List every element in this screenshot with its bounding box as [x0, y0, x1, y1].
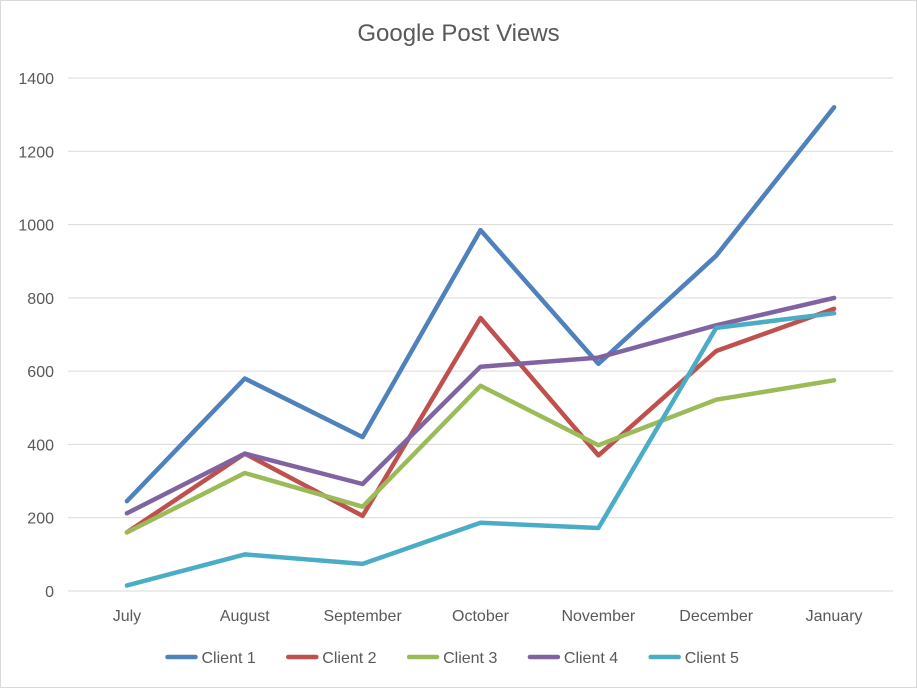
legend-label: Client 3: [443, 650, 497, 667]
y-tick-label: 800: [27, 291, 54, 308]
y-tick-label: 1000: [18, 218, 54, 235]
series-line-1: [124, 105, 837, 504]
chart-title: Google Post Views: [357, 20, 560, 47]
series-lines: [124, 105, 837, 588]
series-line-2: [124, 306, 837, 535]
series-line-4: [124, 295, 837, 516]
y-tick-label: 0: [45, 584, 54, 601]
y-tick-label: 1200: [18, 144, 54, 161]
gridlines: [68, 77, 893, 592]
x-tick-label: January: [806, 608, 863, 625]
y-tick-label: 400: [27, 437, 54, 454]
series-line-5: [124, 310, 837, 588]
x-tick-label: November: [561, 608, 635, 625]
legend-label: Client 1: [202, 650, 256, 667]
y-tick-label: 1400: [18, 71, 54, 88]
y-tick-label: 200: [27, 511, 54, 528]
series-line-3: [124, 378, 837, 535]
legend: Client 1 Client 2 Client 3 Client 4 Client 5: [165, 650, 739, 667]
x-axis-ticks: July August September October November Decemb…: [113, 608, 863, 625]
y-tick-label: 600: [27, 364, 54, 381]
x-tick-label: December: [679, 608, 753, 625]
x-tick-label: September: [324, 608, 403, 625]
legend-label: Client 2: [322, 650, 376, 667]
y-axis-ticks: 0 200 400 600 800 1000 1200 1400: [18, 71, 54, 601]
legend-label: Client 4: [564, 650, 618, 667]
x-tick-label: October: [452, 608, 510, 625]
legend-label: Client 5: [685, 650, 739, 667]
x-tick-label: July: [113, 608, 141, 625]
x-tick-label: August: [220, 608, 270, 625]
